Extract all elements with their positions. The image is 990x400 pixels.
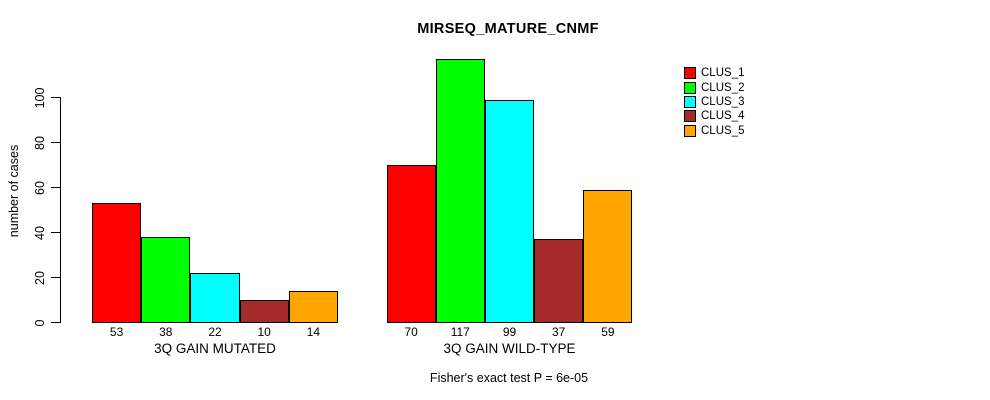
legend-label-clus-2: CLUS_2 xyxy=(701,81,745,94)
y-axis-line xyxy=(60,97,62,323)
y-axis-tick xyxy=(51,142,60,144)
y-axis-tick xyxy=(51,187,60,189)
y-axis-tick-label: 40 xyxy=(33,225,47,240)
group-label-wild-type: 3Q GAIN WILD-TYPE xyxy=(443,341,576,356)
bar-value-label: 10 xyxy=(257,325,271,339)
bar-value-label: 53 xyxy=(109,325,124,339)
y-axis-tick-label: 60 xyxy=(33,180,47,195)
y-axis-tick xyxy=(51,97,60,99)
bar-value-label: 70 xyxy=(404,325,418,339)
y-axis-tick xyxy=(51,277,60,279)
legend-item-clus-4: CLUS_4 xyxy=(684,109,744,123)
bar-value-label: 38 xyxy=(159,325,173,339)
legend-swatch-clus-5 xyxy=(684,124,696,137)
bar-clus_4-group-0 xyxy=(239,300,289,323)
bar-value-label: 14 xyxy=(306,325,321,339)
y-axis-tick xyxy=(51,232,60,234)
chart-title: MIRSEQ_MATURE_CNMF xyxy=(417,21,599,37)
bar-clus_1-group-1 xyxy=(386,165,436,323)
bar-value-label: 117 xyxy=(450,325,470,339)
legend-swatch-clus-2 xyxy=(684,81,696,94)
legend-swatch-clus-1 xyxy=(684,67,696,80)
bar-clus_2-group-0 xyxy=(141,237,191,323)
legend-item-clus-2: CLUS_2 xyxy=(684,80,744,94)
bar-clus_5-group-0 xyxy=(288,291,338,323)
bar-value-label: 59 xyxy=(601,325,615,339)
legend-swatch-clus-3 xyxy=(684,95,696,108)
bar-value-label: 99 xyxy=(502,325,517,339)
legend-label-clus-3: CLUS_3 xyxy=(701,95,745,108)
legend-label-clus-5: CLUS_5 xyxy=(701,124,745,137)
bar-clus_2-group-1 xyxy=(435,59,485,323)
group-label-mutated: 3Q GAIN MUTATED xyxy=(154,341,276,356)
legend-label-clus-4: CLUS_4 xyxy=(701,110,745,123)
bar-clus_3-group-1 xyxy=(484,99,535,323)
y-axis-tick-label: 20 xyxy=(33,270,47,285)
bar-clus_3-group-0 xyxy=(190,273,240,323)
y-axis-label: number of cases xyxy=(7,144,21,238)
legend-item-clus-5: CLUS_5 xyxy=(684,124,744,138)
bar-clus_1-group-0 xyxy=(92,203,142,323)
y-axis-tick xyxy=(51,322,60,324)
legend-item-clus-3: CLUS_3 xyxy=(684,95,744,109)
bar-value-label: 22 xyxy=(208,325,222,339)
y-axis-tick-label: 0 xyxy=(33,319,47,326)
bar-clus_4-group-1 xyxy=(534,239,584,323)
legend-item-clus-1: CLUS_1 xyxy=(684,66,744,80)
legend: CLUS_1 CLUS_2 CLUS_3 CLUS_4 CLUS_5 xyxy=(684,66,744,138)
y-axis-tick-label: 100 xyxy=(33,87,47,108)
y-axis-tick-label: 80 xyxy=(33,135,47,150)
legend-label-clus-1: CLUS_1 xyxy=(701,67,745,80)
legend-swatch-clus-4 xyxy=(684,110,696,123)
bar-value-label: 37 xyxy=(552,325,566,339)
bar-clus_5-group-1 xyxy=(583,189,633,323)
fisher-test-annotation: Fisher's exact test P = 6e-05 xyxy=(429,371,589,385)
